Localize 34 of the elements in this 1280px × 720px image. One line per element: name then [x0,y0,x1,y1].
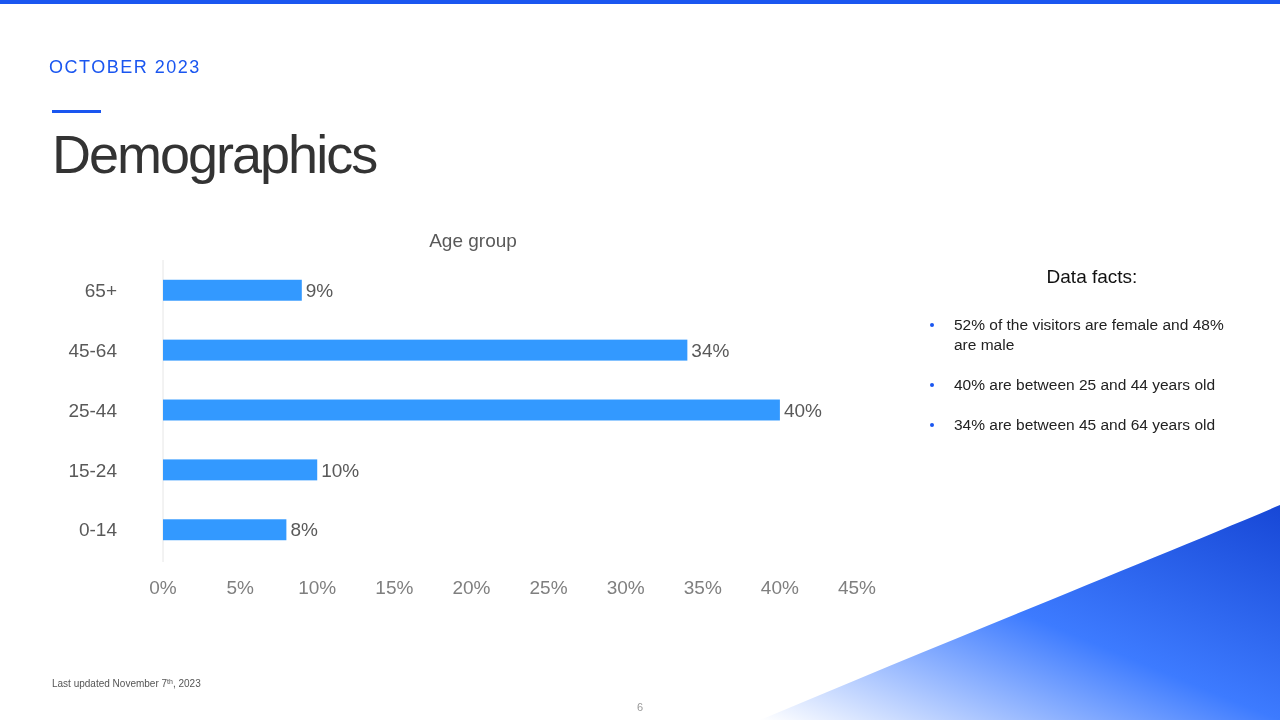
data-label: 8% [290,519,318,541]
text: Last updated November 7$^{th}$, 2023 [52,677,202,689]
text: 6 [636,701,644,713]
x-tick-label: 30% [606,577,645,598]
chart-subtitle: Age group [429,230,517,251]
text: 52% of the visitors are female and 48% are male [954,316,1224,353]
x-tick-label: 35% [683,577,722,598]
y-tick-label: 15-24 [68,459,118,481]
data-label: 40% [783,399,823,421]
data-label: 10% [321,459,360,481]
bar [163,399,780,421]
text: Data facts: [1046,266,1138,287]
x-tick-label: 0% [149,577,177,598]
chart-title: Demographics [52,124,378,184]
x-tick-label: 5% [226,577,254,598]
bar [163,279,302,301]
bar [163,519,287,541]
text: OCTOBER 2023 [49,57,201,77]
text: 40% are between 25 and 44 years old [954,376,1216,393]
y-tick-label: 25-44 [68,399,118,421]
data-label: 9% [305,279,334,301]
x-tick-label: 25% [529,577,568,598]
bar [163,459,318,481]
y-tick-label: 0-14 [78,519,118,541]
y-tick-label: 45-64 [68,339,118,361]
y-tick-label: 65+ [84,279,117,301]
x-tick-label: 45% [837,577,877,598]
x-tick-label: 10% [298,577,337,598]
x-tick-label: 40% [760,577,800,598]
bar [163,339,688,361]
data-label: 34% [691,339,730,361]
x-tick-label: 20% [452,577,491,598]
text: 34% are between 45 and 64 years old [954,416,1216,433]
x-tick-label: 15% [375,577,414,598]
